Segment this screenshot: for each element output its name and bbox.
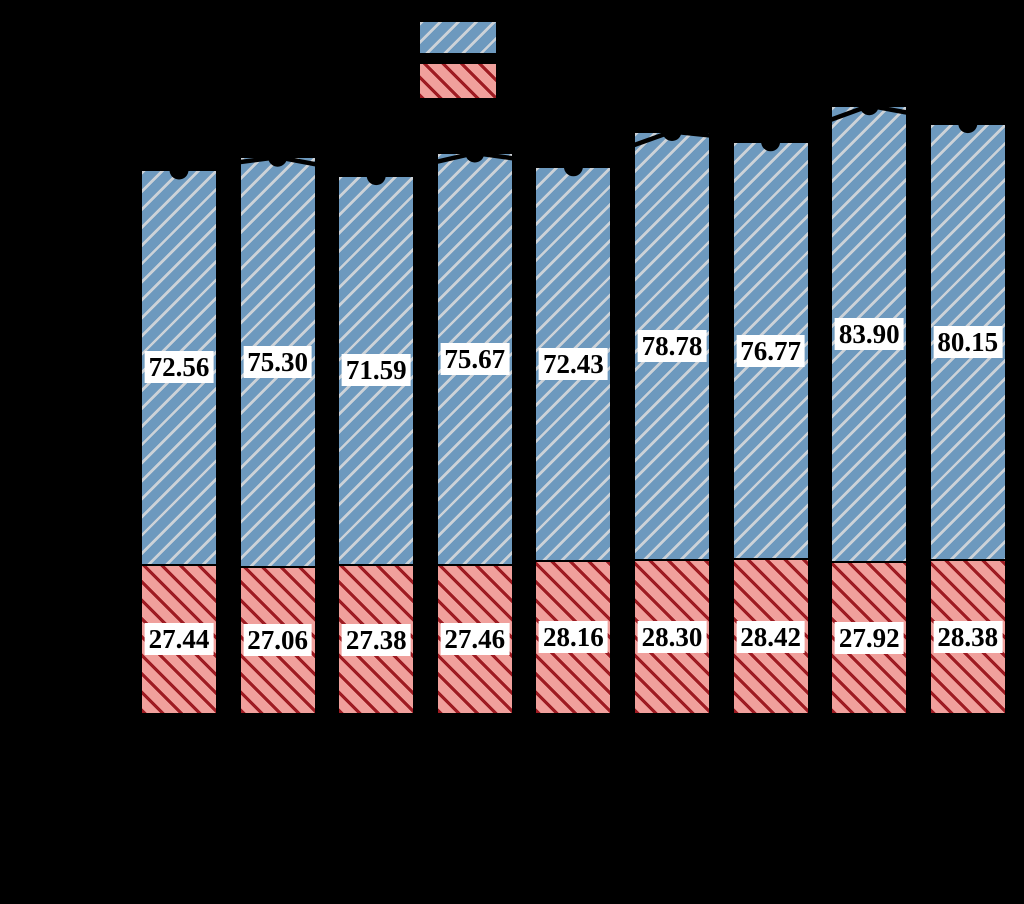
bar-value-label-blue: 72.43	[539, 347, 608, 380]
bar-value-label-blue: 75.30	[243, 346, 312, 378]
legend-swatch-blue	[419, 21, 497, 54]
bar-value-label-red: 27.46	[440, 623, 510, 656]
bar-value-label-red: 27.92	[834, 622, 904, 655]
bar-value-label-red: 28.38	[933, 620, 1003, 653]
bar-value-label-blue: 80.15	[933, 325, 1003, 358]
bar-value-label-red: 27.06	[243, 624, 312, 657]
bar-value-label-blue: 75.67	[440, 342, 510, 375]
bar-value-label-red: 27.38	[341, 623, 411, 656]
bar-value-label-blue: 76.77	[736, 334, 805, 367]
bar-value-label-red: 28.30	[637, 621, 707, 653]
bar-value-label-red: 27.44	[144, 623, 214, 656]
bar-value-label-red: 28.16	[539, 621, 608, 654]
bar-value-label-red: 28.42	[736, 620, 805, 653]
bar-value-label-blue: 72.56	[144, 351, 214, 384]
legend-swatch-red	[419, 63, 497, 99]
bar-value-label-blue: 78.78	[637, 329, 707, 362]
bar-value-label-blue: 71.59	[341, 354, 411, 387]
bar-value-label-blue: 83.90	[834, 317, 904, 350]
